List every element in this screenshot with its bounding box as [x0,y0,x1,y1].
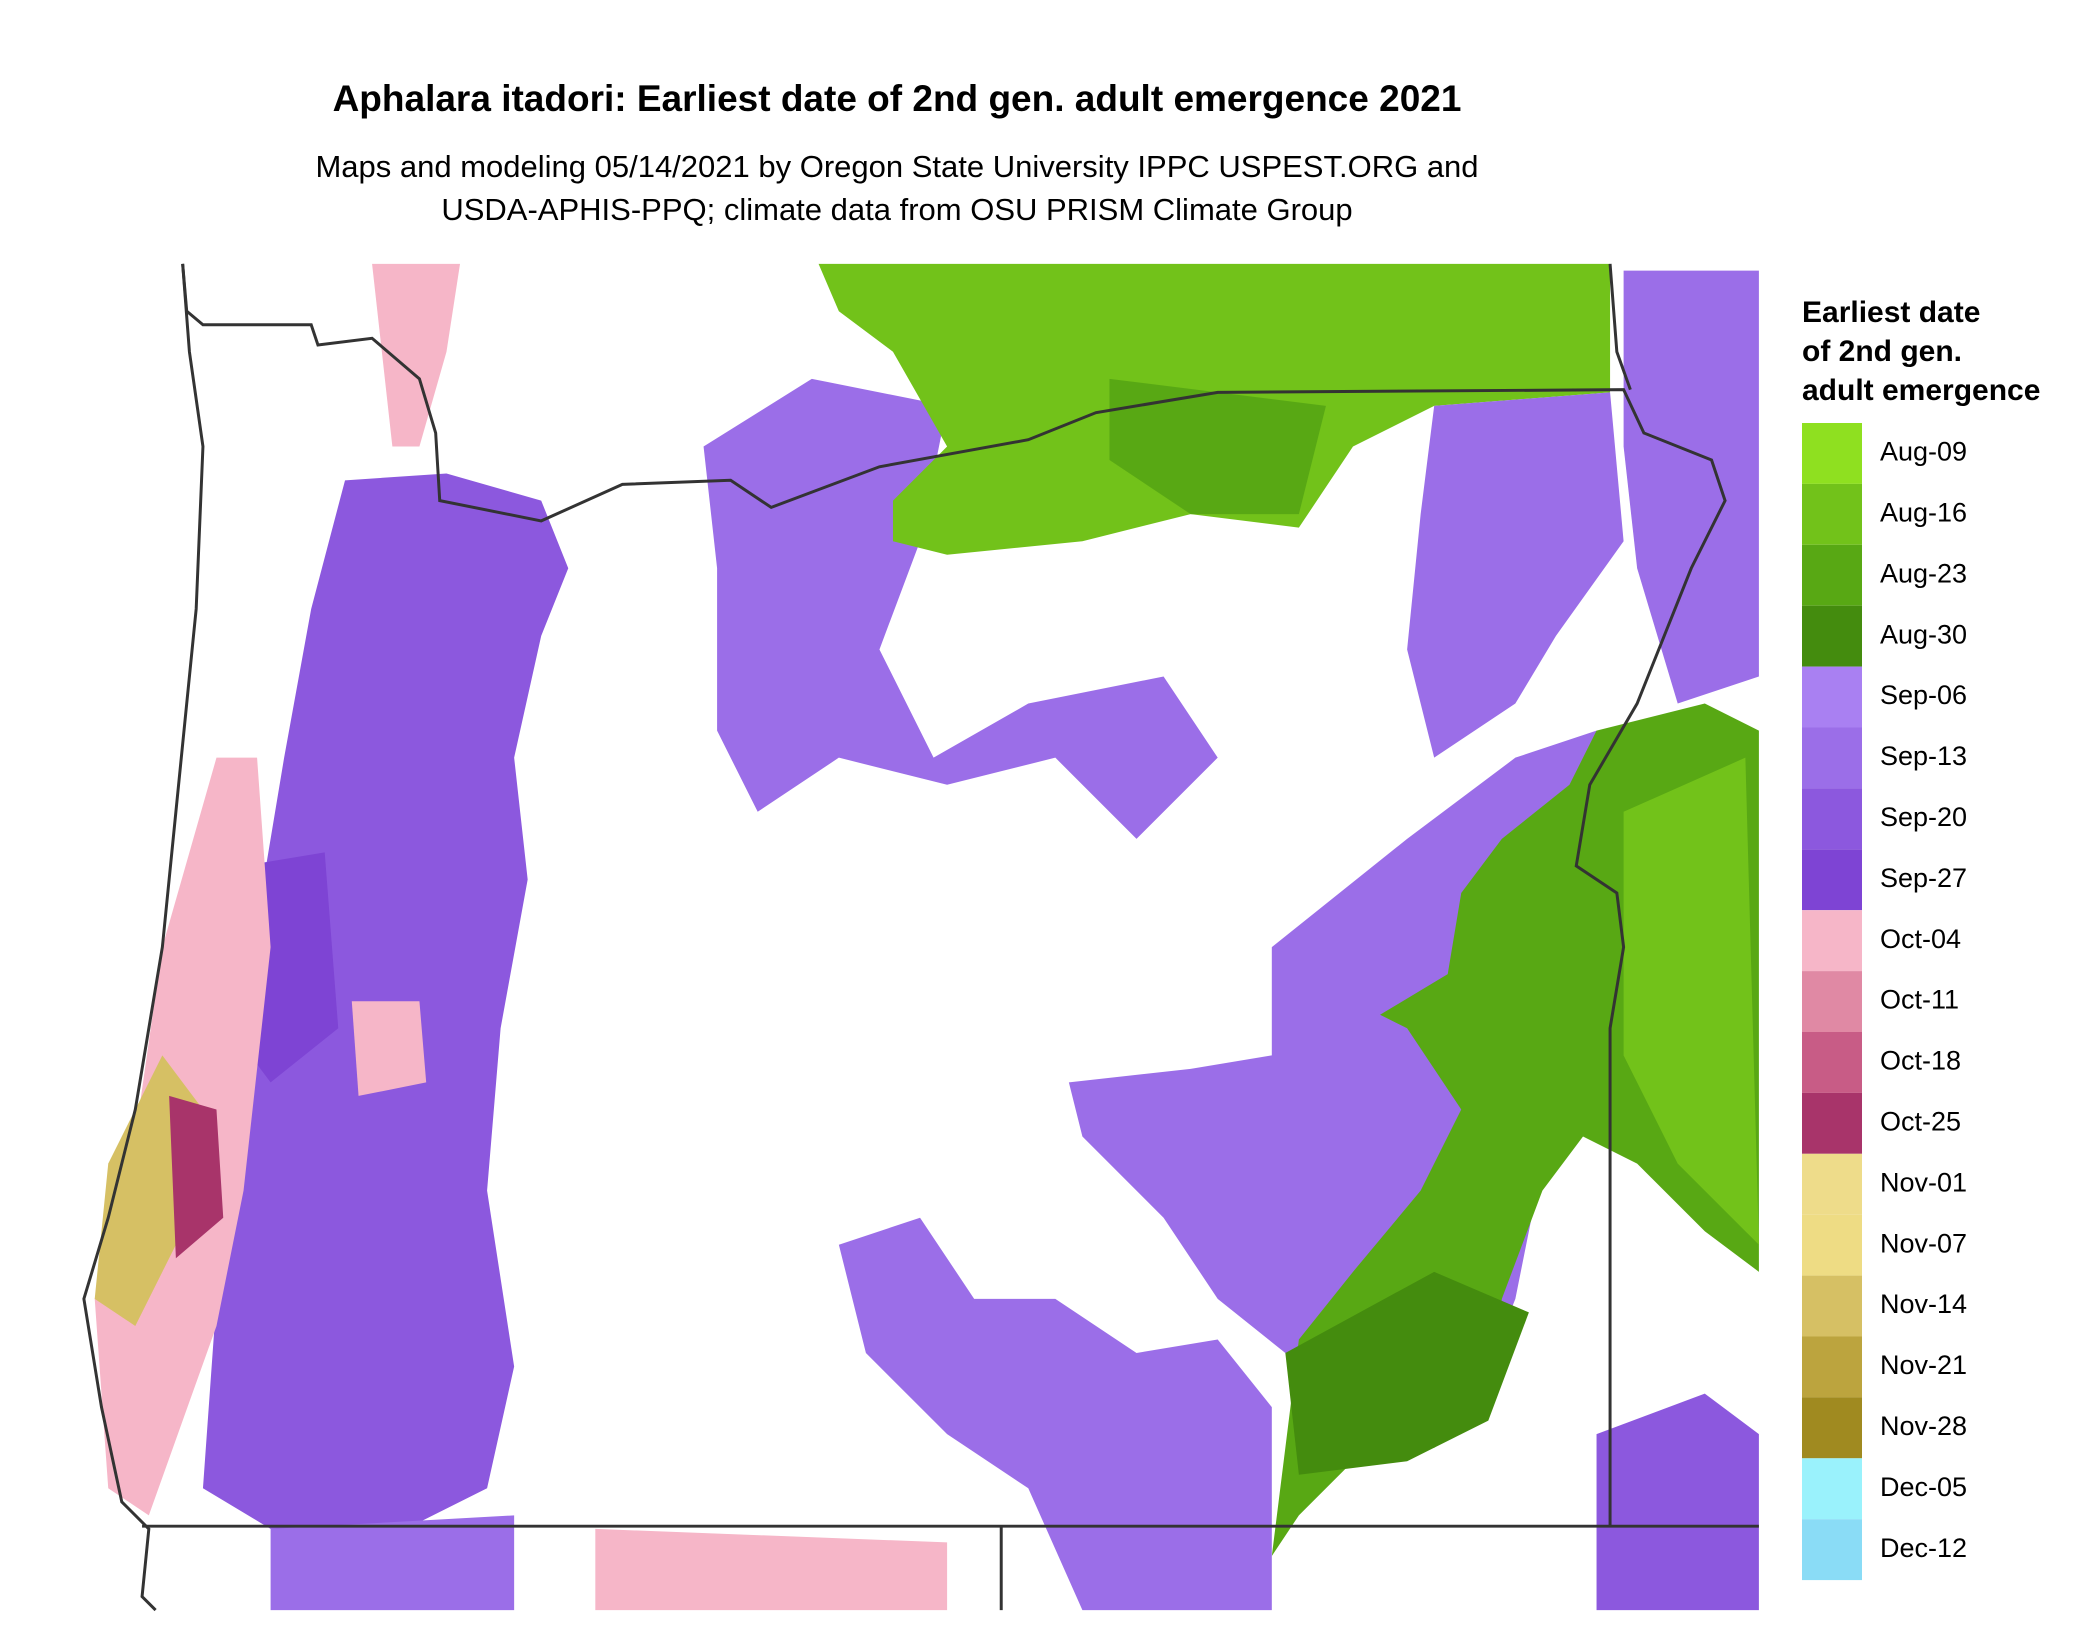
legend-label: Dec-05 [1880,1472,1967,1502]
border [1608,263,1632,391]
legend-title: of 2nd gen. [1802,335,1962,368]
region [202,473,569,1529]
region [169,1095,224,1259]
legend-title: adult emergence [1802,374,2040,407]
legend-label: Sep-13 [1880,741,1967,771]
legend-swatch [1802,1214,1862,1276]
region [351,1001,427,1096]
legend-label: Aug-09 [1880,437,1967,467]
legend-swatch [1802,1336,1862,1398]
legend-label: Oct-25 [1880,1106,1961,1136]
legend-label: Aug-30 [1880,619,1967,649]
map [82,263,1759,1612]
legend-label: Nov-01 [1880,1167,1967,1197]
region [703,378,1218,839]
legend-swatch [1802,1397,1862,1459]
legend-label: Oct-11 [1880,985,1959,1015]
legend-swatch [1802,1092,1862,1154]
region [270,1515,515,1611]
legend-swatch [1802,971,1862,1032]
legend-swatch [1802,666,1862,728]
legend-label: Dec-12 [1880,1533,1967,1563]
legend-swatch [1802,1153,1862,1215]
region [1623,270,1759,704]
legend-label: Nov-07 [1880,1228,1967,1258]
legend-label: Aug-16 [1880,497,1967,527]
legend-swatch [1802,788,1862,850]
region [1109,378,1326,515]
region [838,1217,1272,1611]
region [1596,1393,1759,1611]
subtitle: USDA-APHIS-PPQ; climate data from OSU PR… [441,192,1352,227]
legend-label: Oct-18 [1880,1046,1961,1076]
border [181,263,1727,1527]
coastline [82,263,205,1612]
region [372,263,461,447]
map-title: Aphalara itadori: Earliest date of 2nd g… [333,78,1462,119]
legend-swatch [1802,727,1862,789]
legend-label: Sep-06 [1880,680,1967,710]
legend-title: Earliest date [1802,296,1980,329]
legend: Aug-09 Aug-16 Aug-23 Aug-30 Sep-06 Sep-13 Sep-… [1802,423,1967,1581]
legend-swatch [1802,1275,1862,1337]
legend-label: Nov-14 [1880,1289,1967,1319]
legend-label: Nov-28 [1880,1411,1967,1441]
legend-swatch [1802,544,1862,606]
region [595,1528,948,1611]
subtitle: Maps and modeling 05/14/2021 by Oregon S… [315,149,1478,184]
legend-label: Sep-27 [1880,863,1967,893]
region [1623,757,1759,1245]
legend-swatch [1802,1458,1862,1520]
legend-swatch [1802,423,1862,484]
legend-label: Oct-04 [1880,924,1961,954]
legend-swatch [1802,1032,1862,1093]
legend-swatch [1802,910,1862,972]
legend-swatch [1802,483,1862,545]
region [1285,1271,1529,1475]
legend-swatch [1802,1519,1862,1581]
legend-swatch [1802,849,1862,911]
legend-label: Aug-23 [1880,558,1967,588]
region [1407,392,1624,758]
legend-label: Nov-21 [1880,1350,1967,1380]
legend-label: Sep-20 [1880,802,1967,832]
legend-swatch [1802,605,1862,667]
